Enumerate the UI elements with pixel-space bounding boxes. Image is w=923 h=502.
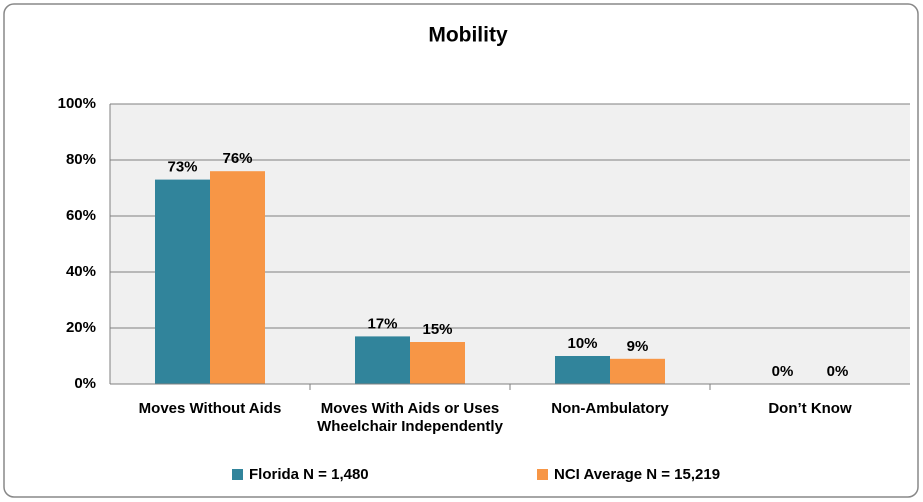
bar bbox=[210, 171, 265, 384]
y-tick-label: 60% bbox=[66, 207, 96, 224]
y-tick-label: 0% bbox=[74, 375, 96, 392]
value-label: 9% bbox=[627, 338, 649, 355]
legend-label: Florida N = 1,480 bbox=[249, 466, 369, 483]
value-label: 17% bbox=[367, 315, 397, 332]
x-tick-label: Don’t Know bbox=[768, 400, 852, 417]
bar bbox=[410, 342, 465, 384]
value-label: 73% bbox=[167, 159, 197, 176]
bar bbox=[555, 356, 610, 384]
value-label: 10% bbox=[567, 335, 597, 352]
x-tick-label: Moves Without Aids bbox=[138, 400, 282, 417]
value-label: 76% bbox=[222, 150, 252, 167]
value-label: 15% bbox=[422, 321, 452, 338]
value-label: 0% bbox=[827, 363, 849, 380]
x-tick-label: Moves With Aids or Uses Wheelchair Indep… bbox=[317, 400, 503, 435]
legend-swatch bbox=[537, 469, 548, 480]
bar bbox=[610, 358, 665, 384]
value-label: 0% bbox=[772, 363, 794, 380]
x-tick-label: Non-Ambulatory bbox=[551, 400, 669, 417]
bar bbox=[355, 336, 410, 384]
legend-swatch bbox=[232, 469, 243, 480]
chart-title: Mobility bbox=[428, 24, 508, 47]
y-tick-label: 100% bbox=[58, 95, 96, 112]
legend-label: NCI Average N = 15,219 bbox=[554, 466, 720, 483]
bar bbox=[155, 179, 210, 384]
y-tick-label: 40% bbox=[66, 263, 96, 280]
y-tick-label: 80% bbox=[66, 151, 96, 168]
y-tick-label: 20% bbox=[66, 319, 96, 336]
